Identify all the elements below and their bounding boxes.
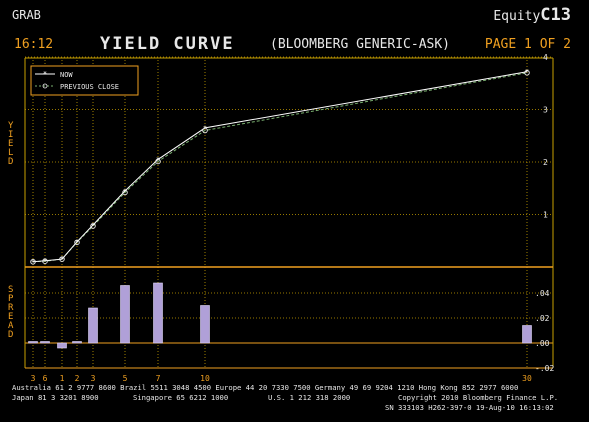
security-label: EquityC13 bbox=[493, 5, 571, 25]
footer-contact-japan: Japan 81 3 3201 8900 bbox=[12, 393, 99, 402]
yield-tick-1: 2 bbox=[543, 158, 548, 167]
spread-tick-2: .02 bbox=[535, 314, 550, 323]
now-point-7: * bbox=[203, 124, 207, 132]
spread-bars bbox=[28, 282, 532, 349]
previous-point-5 bbox=[122, 189, 128, 196]
spread-tick-1: .00 bbox=[535, 339, 550, 348]
previous-point-4 bbox=[90, 223, 96, 229]
spread-tick-0: -.02 bbox=[535, 364, 554, 373]
data-points: * * * * * * * * * bbox=[30, 68, 530, 266]
x-tick-labels: 3 6 1 2 3 5 7 10 30 bbox=[31, 374, 532, 383]
security-code: C13 bbox=[540, 5, 571, 25]
previous-point-8 bbox=[524, 69, 530, 76]
x-tick-1: 6 bbox=[43, 374, 48, 383]
previous-point-7 bbox=[202, 127, 208, 134]
legend: * NOW PREVIOUS CLOSE bbox=[30, 65, 139, 96]
x-tick-8: 30 bbox=[522, 374, 532, 383]
x-tick-6: 7 bbox=[156, 374, 161, 383]
x-tick-0: 3 bbox=[31, 374, 36, 383]
now-point-4: * bbox=[91, 222, 95, 230]
previous-close-line bbox=[32, 72, 528, 263]
page-indicator: PAGE 1 OF 2 bbox=[484, 37, 571, 52]
x-tick-5: 5 bbox=[123, 374, 128, 383]
previous-point-2 bbox=[59, 256, 65, 262]
previous-point-3 bbox=[74, 239, 80, 246]
now-point-2: * bbox=[60, 256, 64, 264]
spread-bar-3 bbox=[72, 341, 82, 344]
now-point-5: * bbox=[123, 187, 127, 195]
x-tick-4: 3 bbox=[91, 374, 96, 383]
legend-now-label: NOW bbox=[60, 71, 73, 79]
x-tick-2: 1 bbox=[60, 374, 65, 383]
spread-bar-5 bbox=[120, 285, 130, 344]
spread-bar-8 bbox=[522, 325, 532, 344]
spread-bar-7 bbox=[200, 305, 210, 344]
now-point-3: * bbox=[75, 238, 79, 246]
now-line bbox=[32, 71, 528, 263]
now-point-8: * bbox=[525, 68, 529, 76]
spread-bar-2 bbox=[57, 342, 67, 349]
previous-point-1 bbox=[42, 258, 48, 264]
now-point-6: * bbox=[156, 156, 160, 164]
legend-prev-label: PREVIOUS CLOSE bbox=[60, 83, 119, 91]
spread-bar-6 bbox=[153, 282, 163, 344]
spread-tick-labels: -.02 .00 .02 .04 bbox=[535, 289, 554, 373]
time-label: 16:12 bbox=[14, 37, 54, 52]
yield-tick-labels: 1 2 3 4 bbox=[543, 53, 548, 220]
chart-subtitle: (BLOOMBERG GENERIC-ASK) bbox=[270, 37, 451, 52]
grab-label: GRAB bbox=[12, 8, 41, 22]
yield-tick-3: 4 bbox=[543, 53, 548, 62]
spread-bar-4 bbox=[88, 307, 98, 344]
x-tick-3: 2 bbox=[75, 374, 80, 383]
legend-box bbox=[30, 65, 139, 96]
now-point-1: * bbox=[43, 257, 47, 265]
previous-point-0 bbox=[30, 259, 36, 265]
spread-bar-0 bbox=[28, 341, 38, 344]
legend-prev-marker bbox=[42, 83, 48, 89]
previous-point-6 bbox=[155, 158, 161, 165]
footer-serial: SN 333103 H262-397-0 19-Aug-10 16:13:02 bbox=[385, 403, 554, 412]
now-point-0: * bbox=[31, 258, 35, 266]
footer-line-1: Australia 61 2 9777 8600 Brazil 5511 304… bbox=[12, 383, 519, 392]
security-type: Equity bbox=[493, 9, 541, 24]
x-tick-7: 10 bbox=[200, 374, 210, 383]
footer-contact-singapore: Singapore 65 6212 1000 bbox=[133, 393, 229, 402]
spread-bar-1 bbox=[40, 341, 50, 344]
footer-contact-us: U.S. 1 212 318 2000 bbox=[268, 393, 351, 402]
spread-tick-3: .04 bbox=[535, 289, 550, 298]
legend-now-marker: * bbox=[43, 70, 47, 78]
yield-tick-0: 1 bbox=[543, 211, 548, 220]
yield-tick-2: 3 bbox=[543, 106, 548, 115]
chart-title: YIELD CURVE bbox=[100, 34, 235, 54]
footer-copyright: Copyright 2010 Bloomberg Finance L.P. bbox=[398, 393, 559, 402]
